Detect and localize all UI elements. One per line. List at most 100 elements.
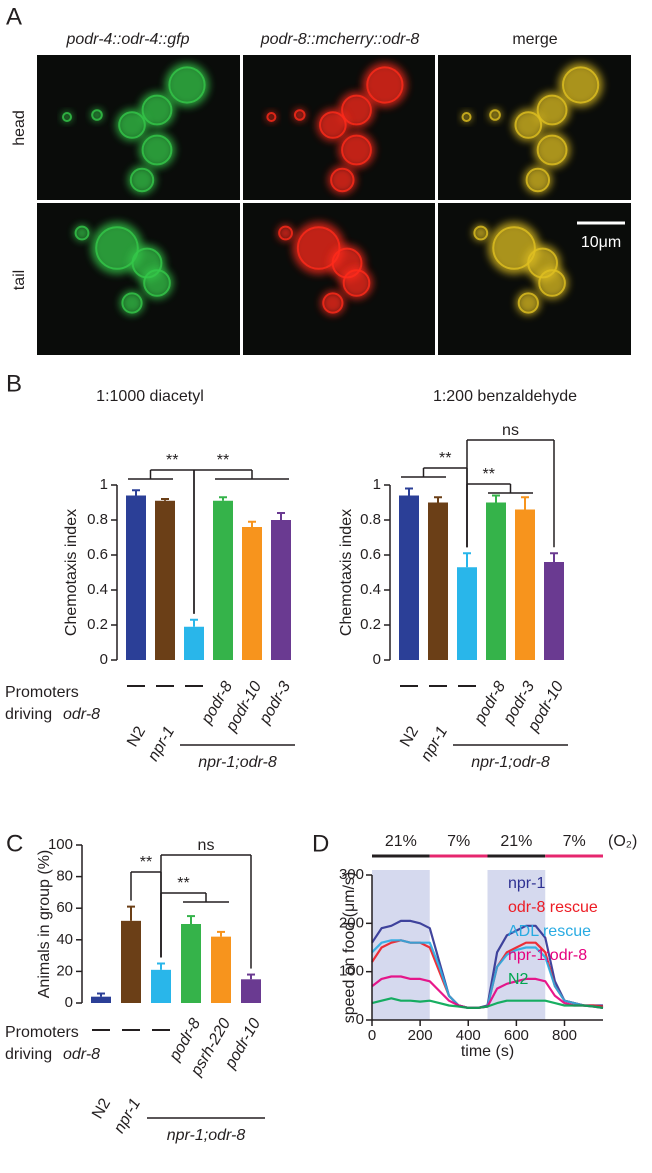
- period-label: 7%: [563, 833, 586, 850]
- y-tick-label: 0.2: [87, 616, 108, 633]
- bar: [399, 495, 419, 660]
- cell-outline: [141, 134, 173, 166]
- y-tick-label: 0.8: [360, 511, 381, 528]
- panel-label: D: [312, 830, 329, 857]
- y-tick-label: 0: [373, 651, 381, 668]
- promoter-title: driving: [5, 1046, 52, 1063]
- column-header: merge: [512, 31, 557, 48]
- legend-entry: N2: [508, 971, 529, 988]
- micrographs: [37, 55, 631, 355]
- y-tick-label: 1: [373, 476, 381, 493]
- group-label: npr-1;odr-8: [167, 1127, 246, 1144]
- category-label: N2: [124, 724, 149, 750]
- cell-glow: [165, 63, 209, 107]
- cell-outline: [461, 112, 472, 122]
- cell-glow: [340, 267, 373, 299]
- cell-outline: [330, 167, 355, 193]
- cell-outline: [562, 66, 600, 104]
- shade: [487, 870, 546, 1020]
- row-label: tail: [11, 270, 28, 290]
- bar: [121, 920, 141, 1003]
- significance: **: [166, 452, 178, 469]
- significance: **: [177, 875, 189, 892]
- group-label: npr-1;odr-8: [198, 754, 277, 771]
- category-label: N2: [397, 724, 422, 750]
- y-tick-label: 100: [339, 963, 364, 980]
- category-label: npr-1: [111, 1096, 144, 1137]
- cell-outline: [129, 167, 155, 193]
- bar: [184, 626, 204, 660]
- cell-glow: [523, 166, 552, 194]
- significance: **: [439, 450, 451, 467]
- cell-outline: [538, 269, 566, 297]
- y-tick-label: 0.4: [87, 581, 108, 598]
- cell-outline: [473, 225, 489, 241]
- cell-glow: [328, 166, 357, 194]
- y-tick-label: 0: [100, 651, 108, 668]
- bar: [515, 509, 535, 660]
- period-label: 21%: [500, 833, 532, 850]
- y-tick-label: 200: [339, 914, 364, 931]
- period-unit: (O₂): [608, 833, 637, 850]
- cell-glow: [128, 166, 156, 194]
- micrograph: [37, 55, 240, 200]
- column-header: podr-8::mcherry::odr-8: [260, 31, 420, 48]
- y-axis-label: Chemotaxis index: [63, 509, 80, 636]
- cell-outline: [489, 109, 501, 121]
- x-tick-label: 800: [552, 1027, 577, 1044]
- y-axis-label: Animals in group (%): [36, 850, 53, 999]
- cell-glow: [141, 267, 173, 299]
- cell-outline: [293, 109, 306, 121]
- period-label: 7%: [447, 833, 470, 850]
- y-tick-label: 100: [48, 836, 73, 853]
- category-label: N2: [89, 1096, 114, 1122]
- micrograph: [243, 203, 435, 355]
- cell-glow: [139, 92, 175, 128]
- bar: [271, 520, 291, 660]
- cell-outline: [536, 134, 568, 166]
- scale-bar-label: 10μm: [581, 234, 621, 251]
- panel-label: C: [6, 830, 23, 857]
- y-tick-label: 0.6: [87, 546, 108, 563]
- x-tick-label: 400: [456, 1027, 481, 1044]
- promoter-title: odr-8: [63, 1046, 100, 1063]
- micrograph: [438, 203, 631, 355]
- bar: [428, 502, 448, 660]
- x-tick-label: 200: [408, 1027, 433, 1044]
- y-tick-label: 0.8: [87, 511, 108, 528]
- promoter-title: Promoters: [5, 684, 79, 701]
- significance: **: [140, 854, 152, 871]
- bar: [181, 924, 201, 1003]
- cell-outline: [168, 66, 206, 104]
- significance: **: [483, 466, 495, 483]
- cell-glow: [320, 291, 345, 315]
- y-axis-label: speed on food (μm/s): [341, 872, 358, 1024]
- significance: ns: [198, 837, 215, 854]
- cell-outline: [322, 292, 344, 314]
- y-tick-label: 40: [56, 931, 73, 948]
- panel-label: B: [6, 370, 22, 397]
- micrograph-bg: [37, 203, 240, 355]
- cell-outline: [366, 66, 404, 104]
- bar: [155, 500, 175, 660]
- cell-glow: [512, 109, 545, 141]
- cell-glow: [362, 63, 407, 107]
- cell-outline: [517, 292, 539, 314]
- cell-glow: [558, 63, 603, 107]
- cell-glow: [536, 267, 569, 299]
- legend-entry: odr-8 rescue: [508, 899, 598, 916]
- chart-title: 1:1000 diacetyl: [96, 388, 204, 405]
- cell-outline: [278, 225, 293, 241]
- micrograph: [37, 203, 240, 355]
- cell-outline: [341, 134, 372, 166]
- cell-outline: [341, 94, 372, 126]
- cell-glow: [516, 291, 541, 315]
- cell-glow: [139, 132, 175, 168]
- panel-label: A: [6, 3, 22, 30]
- bar: [211, 936, 231, 1003]
- cell-outline: [536, 94, 568, 126]
- legend-entry: npr-1: [508, 875, 545, 892]
- cell-outline: [266, 112, 277, 122]
- category-label: npr-1: [145, 724, 178, 765]
